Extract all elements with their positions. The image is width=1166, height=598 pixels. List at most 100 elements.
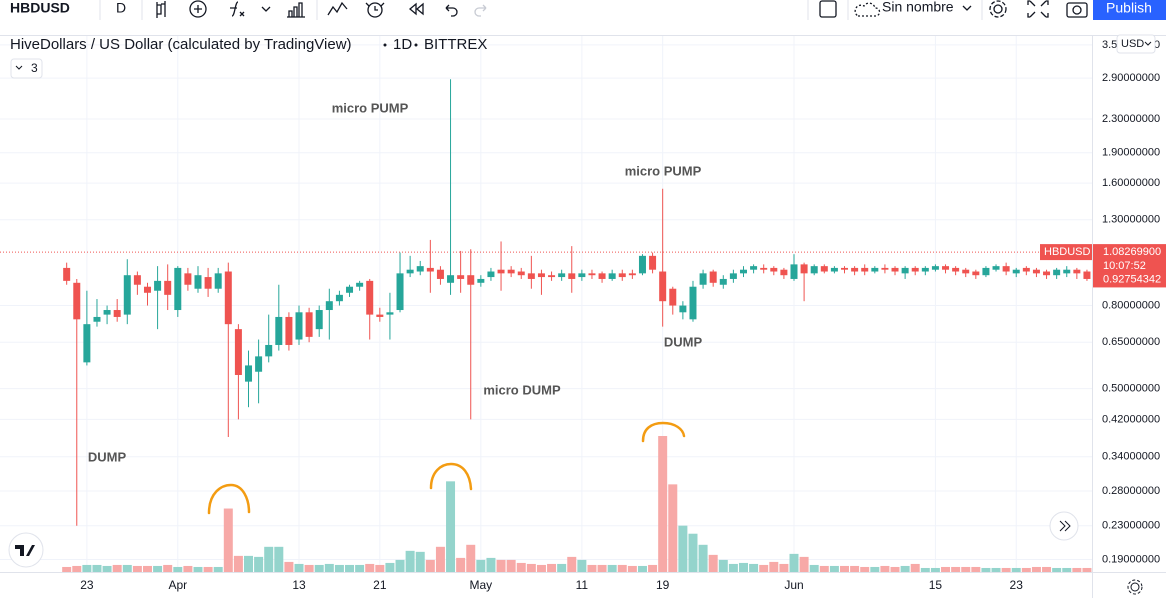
y-tick-label: 2.30000000 [1102, 113, 1160, 125]
candle-body [103, 310, 111, 315]
publish-label[interactable]: Publish [1106, 0, 1152, 16]
volume-bar [496, 559, 506, 572]
layout-name[interactable]: Sin nombre [882, 0, 954, 15]
y-tick-label: 0.34000000 [1102, 451, 1160, 463]
candle-body [406, 269, 414, 274]
volume-bar [223, 508, 233, 572]
candle-body [931, 266, 939, 270]
x-tick-label: 11 [576, 578, 589, 592]
symbol-badge-label: HBDUSD [1044, 246, 1091, 258]
x-tick-label: 23 [80, 578, 94, 592]
candle-body [1083, 271, 1091, 279]
x-tick-label: May [470, 578, 493, 592]
logo [15, 545, 35, 556]
volume-bar [597, 564, 607, 572]
volume-bar [951, 566, 961, 572]
volume-bar [405, 550, 415, 572]
volume-bar [981, 567, 991, 572]
currency-button[interactable] [1116, 34, 1156, 54]
volume-bar [415, 551, 425, 572]
symbol[interactable]: HBDUSD [10, 0, 70, 16]
candle-body [113, 310, 121, 317]
candle-body [841, 267, 849, 270]
volume-bar [486, 557, 496, 572]
candle-body [709, 271, 717, 283]
y-tick-label: 1.90000000 [1102, 147, 1160, 159]
candle-body [729, 273, 737, 279]
volume-bar [840, 565, 850, 572]
candle-body [800, 264, 808, 274]
volume-bar [547, 563, 557, 572]
candle-body [467, 275, 475, 285]
candle-body [770, 267, 778, 272]
candle-body [537, 273, 545, 278]
toolbar-icons[interactable] [156, 0, 1088, 18]
candle-body [1073, 269, 1081, 274]
publish-button[interactable] [1093, 0, 1166, 20]
candle-body [669, 288, 677, 306]
y-tick-label: 0.65000000 [1102, 336, 1160, 348]
currency[interactable]: USD [1121, 38, 1144, 50]
volume-bar [920, 567, 930, 572]
interval[interactable]: D [116, 0, 126, 16]
volume-bar [769, 561, 779, 572]
volume-bar [203, 566, 213, 572]
candle-body [174, 267, 182, 311]
y-tick-label: 0.42000000 [1102, 413, 1160, 425]
volume-bar [122, 564, 132, 572]
chevron [1144, 41, 1152, 46]
volume-bar [254, 556, 264, 572]
scroll-button[interactable] [1049, 511, 1079, 541]
candle-body [255, 356, 263, 372]
symbol-badge [1040, 244, 1092, 261]
candle-body [335, 294, 343, 302]
scroll-icon [1059, 520, 1071, 532]
chart-title: HiveDollars / US Dollar (calculated by T… [10, 36, 352, 53]
candle-body [1063, 269, 1071, 274]
candle-body [851, 267, 859, 272]
volume-bar [466, 544, 476, 572]
volume-bar [506, 559, 516, 572]
candle-body [598, 273, 606, 279]
annotation: micro DUMP [483, 382, 561, 397]
volume-bar [678, 525, 688, 572]
chart-exchange: BITTREX [424, 36, 487, 53]
settings-icon[interactable] [1127, 579, 1143, 595]
volume-bar [62, 566, 72, 572]
candle-body [891, 267, 899, 272]
indicator-count[interactable]: 3 [31, 61, 38, 75]
candle-body [285, 316, 293, 345]
volume-bar [779, 563, 789, 572]
x-tick-label: 15 [929, 578, 943, 592]
volume-bar [92, 564, 102, 572]
x-tick-label: 19 [656, 578, 670, 592]
candle-body [618, 273, 626, 278]
candle-body [245, 365, 253, 382]
candle-body [830, 267, 838, 272]
candle-body [487, 271, 495, 278]
chevron [15, 65, 23, 70]
volume-bar [173, 566, 183, 572]
legend-dot [414, 43, 418, 47]
volume-bar [587, 564, 597, 572]
volume-bar [264, 546, 274, 572]
volume-bar [142, 565, 152, 572]
volume-bar [870, 566, 880, 572]
volume-bar [446, 481, 456, 572]
candle-body [901, 267, 909, 274]
candle-body [750, 266, 758, 270]
candle-body [679, 305, 687, 313]
volume-bar [1072, 567, 1082, 572]
indicator-toggle[interactable] [10, 58, 43, 79]
candle-body [416, 266, 424, 272]
candle-body [962, 269, 970, 274]
y-tick-label: 0.23000000 [1102, 520, 1160, 532]
volume-bar [658, 436, 668, 572]
volume-bar [648, 564, 658, 572]
candle-body [588, 273, 596, 276]
toolbar-bg [0, 0, 1166, 35]
overlay: HBDUSD 1.08269900 10:07:520.92754342 [1040, 244, 1166, 288]
logo-badge [8, 532, 44, 568]
volume-bar [708, 554, 718, 572]
volume-bar [102, 565, 112, 572]
